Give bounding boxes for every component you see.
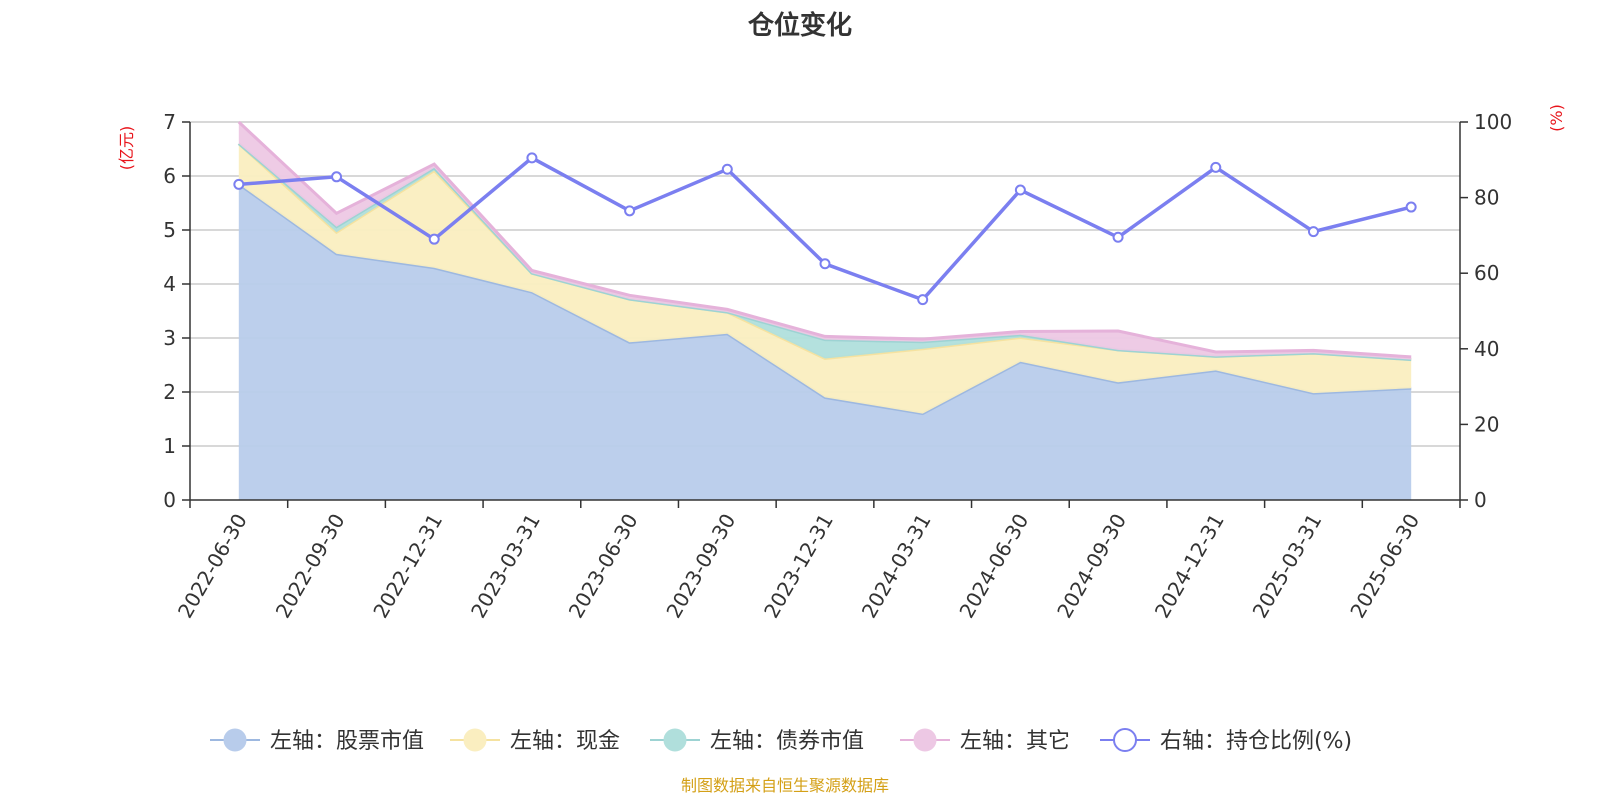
legend-swatch-marker bbox=[1113, 728, 1137, 752]
x-axis-label: 2024-03-31 bbox=[857, 510, 936, 623]
left-axis-unit: (亿元) bbox=[117, 126, 136, 171]
legend-item: 左轴：债券市值 bbox=[650, 728, 864, 754]
legend-item: 左轴：其它 bbox=[900, 728, 1070, 754]
x-axis-label: 2023-03-31 bbox=[466, 510, 545, 623]
legend-swatch-marker bbox=[913, 728, 937, 752]
ratio-point bbox=[721, 163, 733, 175]
ratio-point bbox=[1014, 184, 1026, 196]
x-axis-label: 2025-03-31 bbox=[1248, 510, 1327, 623]
x-axis-label: 2022-09-30 bbox=[271, 510, 350, 623]
ratio-point bbox=[526, 152, 538, 164]
x-axis-label: 2024-06-30 bbox=[954, 510, 1033, 623]
chart-title: 仓位变化 bbox=[747, 10, 852, 41]
legend: 左轴：股票市值 左轴：现金 左轴：债券市值 左轴：其它 右轴：持仓比例(%) bbox=[210, 728, 1352, 754]
legend-swatch-marker bbox=[223, 728, 247, 752]
ratio-point bbox=[233, 178, 245, 190]
ratio-point bbox=[1112, 231, 1124, 243]
legend-label: 左轴：现金 bbox=[510, 729, 620, 754]
legend-label: 左轴：股票市值 bbox=[270, 729, 424, 754]
ratio-point bbox=[1307, 226, 1319, 238]
x-axis-label: 2025-06-30 bbox=[1345, 510, 1424, 623]
legend-item: 左轴：股票市值 bbox=[210, 728, 424, 754]
x-axis-label: 2022-06-30 bbox=[173, 510, 252, 623]
legend-item: 右轴：持仓比例(%) bbox=[1100, 728, 1352, 754]
right-axis-tick-label: 20 bbox=[1474, 412, 1499, 436]
ratio-point bbox=[1405, 201, 1417, 213]
left-axis-tick-label: 7 bbox=[163, 110, 176, 134]
right-axis-unit: (%) bbox=[1547, 104, 1566, 132]
x-axis-label: 2024-12-31 bbox=[1150, 510, 1229, 623]
ratio-point bbox=[917, 294, 929, 306]
x-axis-label: 2023-12-31 bbox=[759, 510, 838, 623]
ratio-point bbox=[1210, 161, 1222, 173]
holding-ratio-line bbox=[233, 152, 1417, 306]
x-axis-label: 2023-06-30 bbox=[564, 510, 643, 623]
legend-item: 左轴：现金 bbox=[450, 728, 620, 754]
right-axis-tick-label: 100 bbox=[1474, 110, 1512, 134]
right-axis-tick-label: 60 bbox=[1474, 261, 1499, 285]
ratio-point bbox=[819, 258, 831, 270]
left-axis-tick-label: 6 bbox=[163, 164, 176, 188]
area-edge-3 bbox=[237, 120, 1412, 359]
x-axis-label: 2024-09-30 bbox=[1052, 510, 1131, 623]
ratio-point bbox=[331, 171, 343, 183]
left-axis-tick-label: 2 bbox=[163, 380, 176, 404]
source-note: 制图数据来自恒生聚源数据库 bbox=[681, 776, 889, 795]
legend-swatch-marker bbox=[663, 728, 687, 752]
stacked-areas bbox=[237, 120, 1412, 500]
right-axis-tick-label: 0 bbox=[1474, 488, 1487, 512]
left-axis-tick-label: 1 bbox=[163, 434, 176, 458]
x-axis-label: 2022-12-31 bbox=[368, 510, 447, 623]
legend-label: 右轴：持仓比例(%) bbox=[1160, 729, 1352, 754]
right-axis-tick-label: 80 bbox=[1474, 186, 1499, 210]
ratio-point bbox=[428, 233, 440, 245]
ratio-point bbox=[624, 205, 636, 217]
legend-label: 左轴：其它 bbox=[960, 729, 1070, 754]
left-axis-tick-label: 4 bbox=[163, 272, 176, 296]
legend-label: 左轴：债券市值 bbox=[710, 729, 864, 754]
x-axis-label: 2023-09-30 bbox=[661, 510, 740, 623]
left-axis-tick-label: 0 bbox=[163, 488, 176, 512]
area-0 bbox=[238, 184, 1412, 500]
left-axis-tick-label: 5 bbox=[163, 218, 176, 242]
legend-swatch-marker bbox=[463, 728, 487, 752]
left-axis-tick-label: 3 bbox=[163, 326, 176, 350]
right-axis-tick-label: 40 bbox=[1474, 337, 1499, 361]
